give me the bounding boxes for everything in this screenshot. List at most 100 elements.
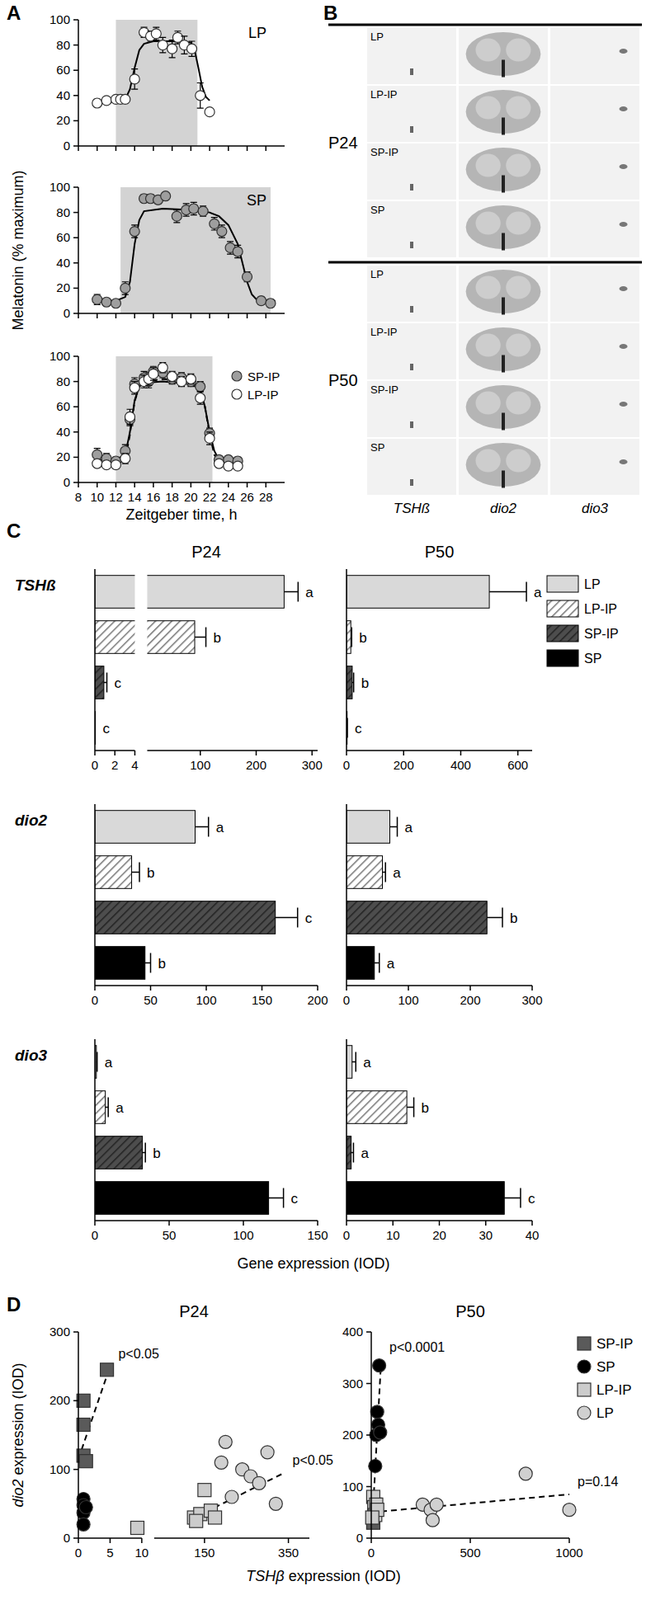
- signal-spot: [619, 48, 628, 54]
- signal-spot: [501, 355, 505, 373]
- plot-area: [146, 575, 298, 655]
- bar: [94, 856, 133, 890]
- y-tick: [366, 1383, 372, 1386]
- legend-marker: [577, 1360, 591, 1374]
- group-letter: a: [363, 1055, 372, 1071]
- x-tick: [246, 146, 249, 151]
- error-bar: [406, 1098, 414, 1118]
- y-tick-label: 80: [56, 205, 71, 220]
- group-letter: b: [509, 910, 518, 927]
- y-axis: [345, 1039, 348, 1222]
- point: [120, 94, 131, 104]
- bar: [94, 811, 196, 845]
- group-letter: a: [305, 584, 314, 601]
- x-tick-label: 0: [343, 758, 350, 773]
- x-tick-label: 40: [525, 1228, 540, 1243]
- bar: [94, 947, 146, 981]
- group-letter: b: [213, 630, 222, 646]
- x-tick-label: 500: [459, 1546, 481, 1561]
- brain-section: [476, 449, 501, 473]
- y-tick-label: 0: [356, 1531, 364, 1546]
- point: [216, 226, 227, 237]
- x-tick: [96, 482, 99, 488]
- label-part: expression (IOD): [284, 1568, 401, 1585]
- x-tick: [265, 313, 268, 319]
- x-tick-label: 600: [507, 758, 529, 773]
- signal-spot: [410, 421, 414, 429]
- x-tick: [152, 146, 155, 151]
- x-tick: [517, 750, 519, 756]
- y-axis: [77, 356, 80, 483]
- y-tick: [73, 186, 79, 189]
- x-tick: [203, 1538, 206, 1544]
- point: [171, 211, 182, 222]
- point: [129, 382, 140, 393]
- x-tick: [141, 1538, 143, 1544]
- bar: [94, 666, 104, 700]
- point: [129, 74, 140, 85]
- x-tick: [311, 750, 313, 756]
- signal-spot: [410, 306, 414, 313]
- y-tick-label: 100: [49, 179, 71, 194]
- error-bar: [145, 953, 151, 974]
- x-tick-label: 10: [89, 490, 104, 505]
- signal-spot: [501, 233, 505, 251]
- point: [223, 461, 234, 472]
- section-image: [367, 28, 457, 85]
- error-bar: [95, 1052, 98, 1073]
- x-tick-label: 200: [306, 993, 328, 1008]
- y-tick-label: 100: [49, 1462, 71, 1477]
- group-letter: c: [305, 910, 313, 927]
- column-label: dio3: [581, 500, 609, 517]
- x-tick: [208, 313, 211, 319]
- point: [110, 298, 121, 309]
- row-label: SP: [370, 203, 385, 217]
- y-tick-label: 20: [56, 113, 71, 128]
- plot-area: [187, 1435, 284, 1528]
- section-image: [550, 381, 640, 438]
- x-tick-label: 12: [108, 490, 123, 505]
- group-letter: b: [421, 1100, 430, 1117]
- x-tick: [316, 1221, 319, 1226]
- x-tick-label: 100: [232, 1228, 254, 1243]
- y-tick-label: 60: [56, 230, 71, 245]
- point: [79, 1501, 93, 1515]
- y-tick-label: 0: [63, 475, 71, 490]
- x-axis-label: TSHβ expression (IOD): [245, 1568, 401, 1585]
- annotation: p=0.14: [577, 1475, 618, 1490]
- point: [562, 1504, 576, 1518]
- x-tick-label: 4: [131, 758, 138, 773]
- x-tick: [531, 1221, 533, 1226]
- brain-section: [505, 391, 531, 415]
- fit-line: [371, 1494, 570, 1514]
- point: [92, 294, 103, 305]
- x-tick: [77, 146, 80, 151]
- x-tick-label: 300: [301, 758, 323, 773]
- point: [120, 282, 131, 293]
- x-tick: [227, 313, 230, 319]
- legend-swatch: [546, 600, 579, 618]
- legend-swatch: [546, 575, 579, 593]
- x-tick-label: 150: [193, 1546, 215, 1561]
- bar: [346, 1046, 353, 1080]
- plot-area: [346, 811, 503, 981]
- bar: [94, 575, 135, 609]
- x-tick: [199, 750, 202, 756]
- y-tick: [73, 1469, 79, 1472]
- x-tick-label: 18: [165, 490, 180, 505]
- x-tick: [208, 482, 211, 488]
- group-letter: a: [392, 865, 401, 882]
- brain-section: [476, 212, 501, 236]
- x-tick: [485, 1221, 487, 1226]
- y-axis: [345, 569, 348, 751]
- point: [125, 411, 136, 422]
- column-label: TSHß: [393, 500, 430, 517]
- night-shade: [115, 356, 213, 483]
- bar: [94, 621, 135, 655]
- title: P24: [179, 1302, 209, 1321]
- brain-section: [476, 96, 501, 120]
- x-tick-label: 28: [259, 490, 274, 505]
- point: [198, 206, 208, 217]
- annotation: p<0.0001: [389, 1340, 445, 1355]
- point: [242, 272, 253, 283]
